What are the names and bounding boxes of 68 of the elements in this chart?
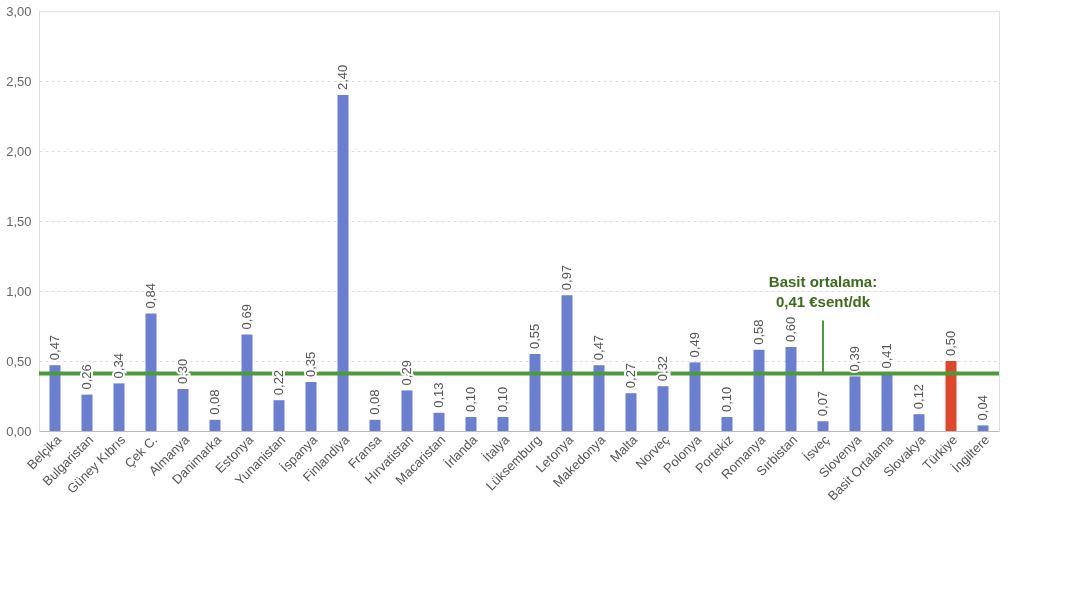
data-label: 0,35 [303, 351, 318, 377]
data-label: 0,39 [847, 346, 862, 372]
ref-line-label: Basit ortalama: 0,41 €sent/dk [768, 272, 878, 310]
bar [689, 362, 701, 431]
bar [177, 389, 189, 431]
bar [241, 334, 253, 431]
data-label: 0,50 [943, 330, 958, 356]
data-label: 0,30 [175, 358, 190, 384]
bar [49, 365, 61, 431]
data-label: 2,40 [335, 64, 350, 90]
bar [721, 417, 733, 431]
bar [817, 421, 829, 431]
bar [433, 412, 445, 431]
bar [81, 394, 93, 431]
bar [753, 349, 765, 431]
bar [273, 400, 285, 431]
bar [625, 393, 637, 431]
data-label: 0,47 [47, 334, 62, 361]
bar [401, 390, 413, 431]
bar [881, 373, 893, 431]
bar [977, 425, 989, 431]
bar [497, 417, 509, 431]
bar [945, 361, 957, 431]
bar [657, 386, 669, 431]
bar [369, 419, 381, 431]
y-tick-label: 1,50 [6, 213, 32, 229]
bar [305, 382, 317, 431]
data-label: 0,08 [207, 389, 222, 415]
bar [849, 376, 861, 431]
y-tick-label: 2,00 [6, 143, 32, 159]
data-label: 0,10 [463, 386, 478, 412]
bar [209, 419, 221, 431]
bar [145, 313, 157, 431]
data-label: 0,41 [879, 343, 894, 369]
bar [465, 417, 477, 431]
bar [785, 347, 797, 431]
data-label: 0,34 [111, 353, 126, 379]
data-label: 0,97 [559, 264, 574, 291]
bar [561, 295, 573, 431]
data-label: 0,13 [431, 382, 446, 408]
y-tick-label: 0,00 [6, 423, 32, 439]
data-label: 0,47 [591, 334, 606, 361]
data-label: 0,49 [687, 332, 702, 358]
bar [529, 354, 541, 431]
y-tick-label: 3,00 [6, 3, 32, 19]
data-label: 0,60 [783, 316, 798, 342]
bar [913, 414, 925, 431]
data-label: 0,08 [367, 389, 382, 415]
data-label: 0,10 [719, 386, 734, 412]
bar [113, 383, 125, 431]
y-tick-label: 0,50 [6, 353, 32, 369]
data-label: 0,69 [239, 304, 254, 330]
y-tick-label: 1,00 [6, 283, 32, 299]
bar [593, 365, 605, 431]
data-label: 0,10 [495, 386, 510, 412]
y-tick-label: 2,50 [6, 73, 32, 89]
data-label: 0,22 [271, 369, 286, 396]
data-label: 0,58 [751, 319, 766, 345]
data-label: 0,07 [815, 390, 830, 417]
data-label: 0,84 [143, 283, 158, 309]
data-label: 0,27 [623, 362, 638, 389]
data-label: 0,26 [79, 364, 94, 390]
bar [337, 95, 349, 431]
data-label: 0,29 [399, 360, 414, 386]
data-label: 0,32 [655, 355, 670, 382]
data-label: 0,55 [527, 323, 542, 349]
data-label: 0,12 [911, 383, 926, 410]
data-label: 0,04 [975, 395, 990, 421]
